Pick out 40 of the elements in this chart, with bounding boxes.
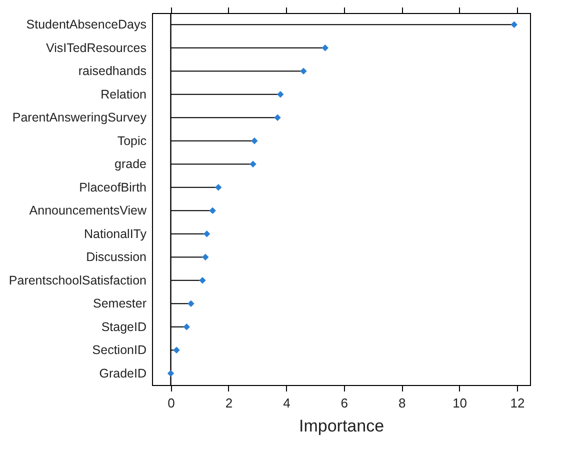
point (209, 207, 216, 214)
x-tick-label: 0 (168, 396, 175, 410)
x-tick-label: 2 (225, 396, 233, 410)
y-tick-label: SectionID (92, 343, 146, 358)
y-tick-label: grade (114, 157, 147, 172)
point (274, 114, 281, 121)
x-tick-label: 6 (340, 396, 348, 410)
y-tick-label: GradeID (99, 366, 146, 380)
point (215, 184, 222, 191)
x-tick-label: 12 (510, 396, 525, 410)
x-axis-title: Importance (298, 416, 384, 436)
y-tick-label: Semester (93, 296, 146, 311)
x-tick-label: 8 (398, 396, 406, 410)
point (251, 138, 258, 144)
y-tick-label: StageID (101, 320, 146, 334)
y-tick-label: ParentschoolSatisfaction (8, 273, 147, 288)
point (322, 44, 328, 52)
x-tick-label: 4 (283, 396, 290, 410)
y-tick-label: Topic (117, 134, 146, 148)
y-tick-label: raisedhands (78, 64, 146, 78)
point (202, 254, 209, 260)
y-tick-label: NationalITy (84, 226, 148, 241)
point (510, 21, 518, 28)
y-tick-label: ParentAnsweringSurvey (12, 110, 148, 125)
y-tick-label: Relation (100, 87, 147, 102)
y-tick-label: AnnouncementsView (29, 204, 148, 218)
point (188, 300, 194, 307)
point (173, 346, 180, 354)
point (300, 68, 307, 74)
point (250, 160, 256, 168)
point (203, 230, 210, 238)
point (167, 370, 174, 377)
x-tick-label: 10 (452, 396, 468, 410)
point (199, 277, 206, 284)
y-tick-label: Discussion (86, 250, 147, 264)
y-tick-label: VisITedResources (46, 40, 146, 55)
point (183, 324, 190, 330)
y-tick-label: StudentAbsenceDays (26, 18, 146, 32)
point (277, 91, 284, 98)
y-tick-label: PlaceofBirth (79, 180, 147, 194)
